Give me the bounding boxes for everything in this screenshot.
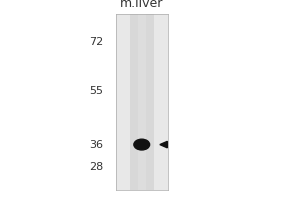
- Text: 36: 36: [89, 140, 103, 150]
- Ellipse shape: [134, 139, 150, 150]
- Bar: [130, 14, 154, 190]
- Text: m.liver: m.liver: [120, 0, 164, 10]
- Text: 55: 55: [89, 86, 103, 96]
- Polygon shape: [160, 141, 167, 148]
- Bar: [138, 14, 146, 190]
- Text: 72: 72: [89, 37, 103, 47]
- Text: 28: 28: [89, 162, 103, 172]
